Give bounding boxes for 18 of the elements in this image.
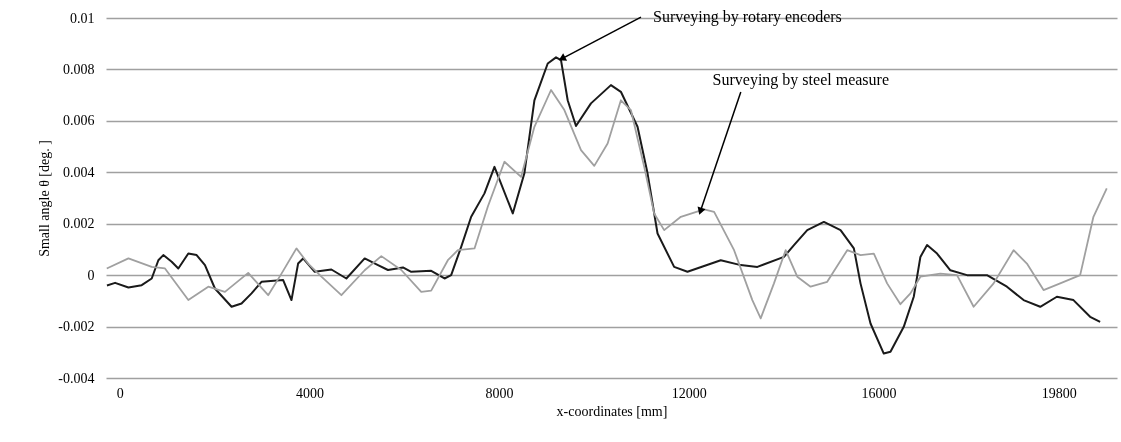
x-tick-label: 12000	[671, 385, 707, 401]
x-tick-label: 4000	[295, 385, 324, 401]
annotation: Surveying by rotary encoders	[652, 8, 842, 27]
x-tick-label: 16000	[861, 385, 897, 401]
y-tick-label: 0.008	[63, 61, 95, 77]
y-tick-label: 0.002	[63, 216, 95, 232]
x-axis-title: x-coordinates [mm]	[556, 403, 668, 419]
x-tick-label: 0	[116, 385, 124, 401]
y-tick-label: 0.01	[70, 10, 95, 26]
y-tick-label: -0.004	[58, 370, 95, 386]
y-tick-label: -0.002	[58, 319, 95, 335]
y-tick-label: 0.006	[63, 113, 95, 129]
y-tick-label: 0	[87, 267, 95, 283]
x-tick-label: 19800	[1041, 385, 1077, 401]
annotation: Surveying by steel measure	[712, 71, 889, 90]
x-tick-label: 8000	[485, 385, 514, 401]
y-tick-label: 0.004	[63, 164, 95, 180]
y-axis-title: Small angle θ [deg. ]	[37, 140, 53, 257]
